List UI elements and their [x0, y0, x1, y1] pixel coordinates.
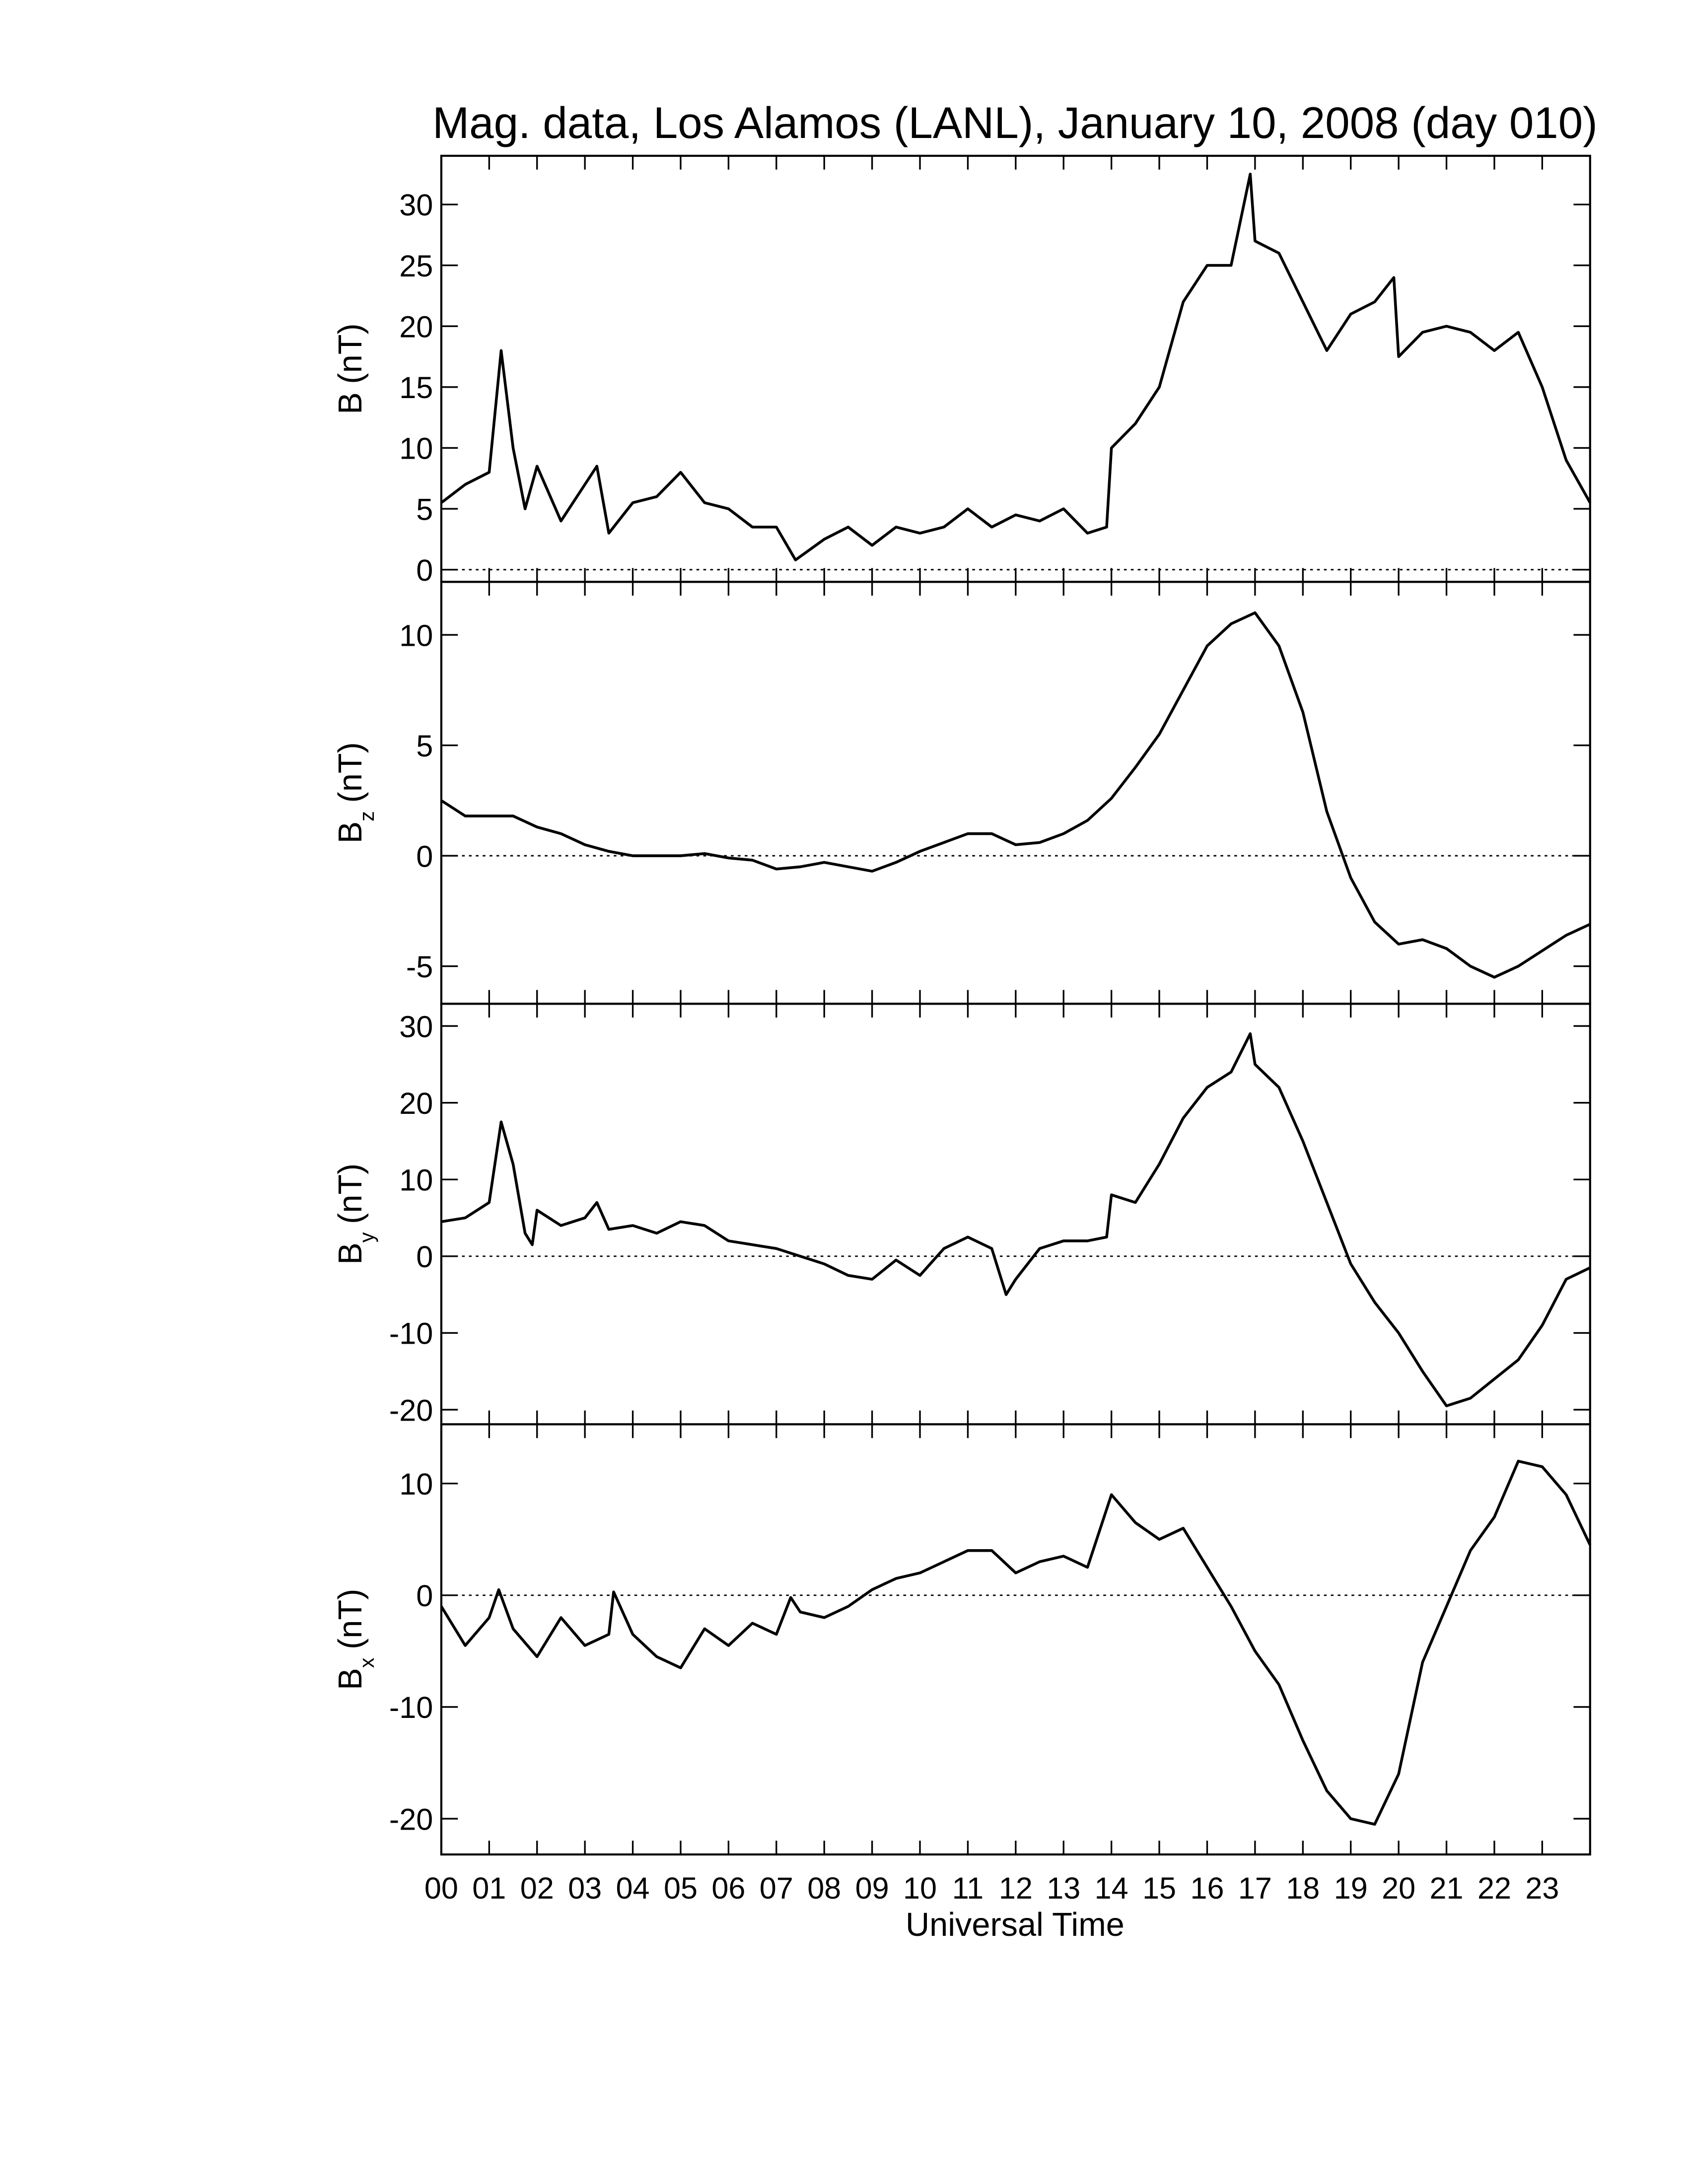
x-tick-label: 15	[1142, 1871, 1176, 1905]
x-tick-label: 02	[520, 1871, 554, 1905]
x-tick-label: 09	[855, 1871, 889, 1905]
x-tick-label: 05	[664, 1871, 698, 1905]
y-axis-label: By (nT)	[332, 1163, 378, 1265]
y-axis-label-sub: x	[355, 1657, 378, 1668]
y-tick-label: 0	[416, 1240, 433, 1274]
y-axis-label-sub: z	[355, 811, 378, 821]
y-axis-label: Bz (nT)	[332, 742, 378, 843]
data-line	[440, 611, 1591, 979]
y-axis-label-main: B	[332, 1668, 369, 1690]
y-tick-label: 30	[399, 188, 433, 222]
y-tick-label: 0	[416, 839, 433, 873]
y-axis-label-main: B	[332, 392, 369, 414]
y-tick-label: 10	[399, 618, 433, 652]
x-tick-label: 03	[568, 1871, 602, 1905]
y-tick-label: 15	[399, 371, 433, 405]
y-tick-label: 30	[399, 1010, 433, 1043]
chart-title: Mag. data, Los Alamos (LANL), January 10…	[432, 98, 1598, 147]
y-tick-label: 5	[416, 492, 433, 526]
data-line	[441, 1032, 1591, 1408]
x-tick-label: 14	[1095, 1871, 1128, 1905]
y-tick-label: 25	[399, 249, 433, 283]
x-tick-label: 23	[1525, 1871, 1559, 1905]
x-tick-label: 21	[1430, 1871, 1464, 1905]
y-tick-label: -20	[389, 1802, 433, 1836]
x-tick-label: 07	[760, 1871, 793, 1905]
x-tick-label: 16	[1190, 1871, 1224, 1905]
y-axis-label-unit: (nT)	[332, 742, 369, 803]
y-tick-label: -20	[389, 1393, 433, 1427]
x-tick-label: 17	[1238, 1871, 1272, 1905]
y-axis-label-main: B	[332, 821, 369, 843]
x-tick-label: 11	[952, 1871, 984, 1905]
y-tick-label: 0	[416, 553, 433, 587]
y-axis-label-unit: (nT)	[332, 1589, 369, 1649]
x-tick-label: 04	[616, 1871, 650, 1905]
x-tick-label: 19	[1334, 1871, 1368, 1905]
y-tick-label: 20	[399, 1087, 433, 1120]
y-axis-label-sub: y	[355, 1232, 378, 1242]
y-axis-label-unit: (nT)	[332, 323, 369, 384]
y-tick-label: 5	[416, 729, 433, 763]
x-axis-label: Universal Time	[906, 1907, 1125, 1943]
y-tick-label: 10	[399, 1467, 433, 1501]
y-tick-label: -10	[389, 1317, 433, 1351]
y-tick-label: 10	[399, 432, 433, 466]
plot-frame	[440, 1423, 1591, 1856]
x-tick-label: 22	[1477, 1871, 1511, 1905]
y-tick-label: -10	[389, 1691, 433, 1724]
x-tick-label: 00	[424, 1871, 458, 1905]
x-tick-label: 20	[1382, 1871, 1415, 1905]
x-tick-label: 13	[1047, 1871, 1080, 1905]
y-axis-label: B (nT)	[332, 323, 369, 414]
x-tick-label: 08	[807, 1871, 841, 1905]
y-tick-label: 0	[416, 1579, 433, 1613]
x-tick-label: 12	[999, 1871, 1033, 1905]
data-line	[440, 172, 1592, 561]
x-tick-label: 01	[472, 1871, 506, 1905]
data-line	[440, 1459, 1592, 1826]
y-tick-label: 10	[399, 1163, 433, 1197]
y-axis-label-unit: (nT)	[332, 1163, 369, 1224]
x-tick-label: 06	[711, 1871, 745, 1905]
y-tick-label: 20	[399, 310, 433, 343]
y-axis-label-main: B	[332, 1242, 369, 1264]
x-tick-label: 18	[1286, 1871, 1320, 1905]
x-tick-label: 10	[903, 1871, 937, 1905]
y-axis-label: Bx (nT)	[332, 1589, 378, 1690]
y-tick-label: -5	[406, 950, 433, 984]
